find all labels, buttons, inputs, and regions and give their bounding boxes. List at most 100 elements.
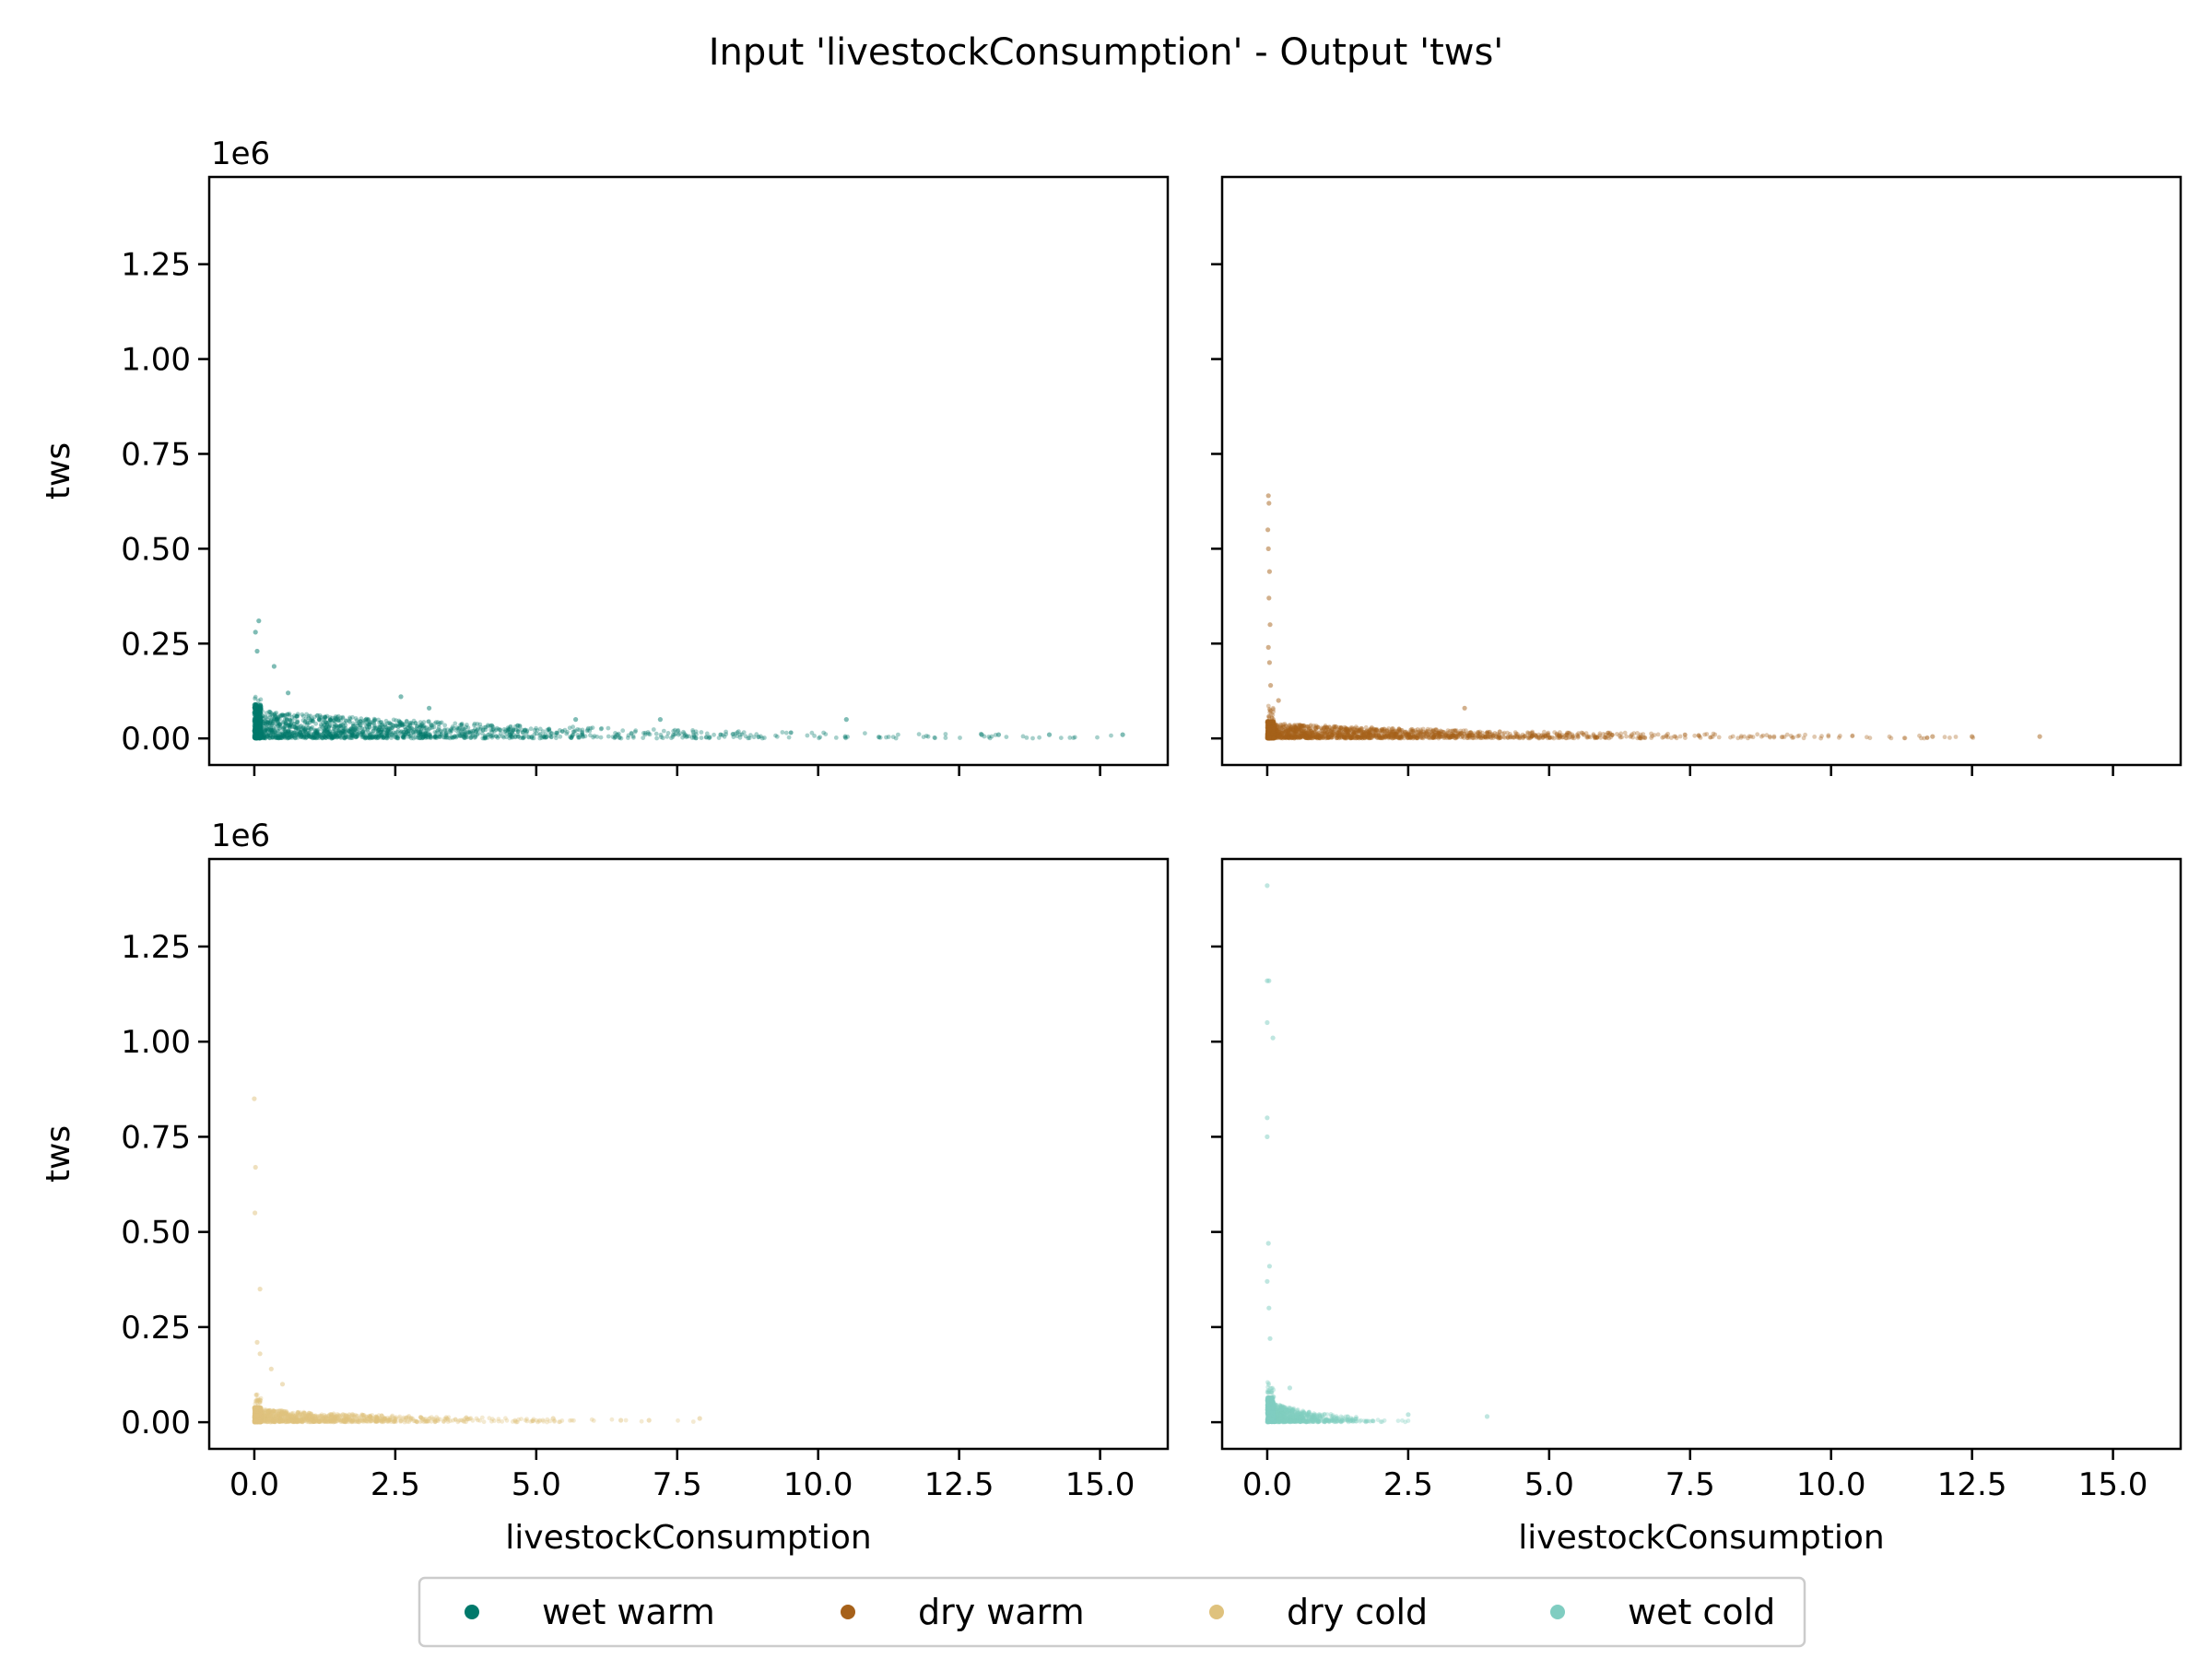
scatter-point <box>425 728 429 734</box>
scatter-point <box>1919 735 1924 741</box>
scatter-point <box>280 732 285 737</box>
scatter-point <box>943 735 948 740</box>
scatter-point <box>347 715 352 721</box>
scatter-point <box>780 730 785 735</box>
scatter-point <box>399 723 405 728</box>
scatter-point <box>466 730 472 735</box>
scatter-point <box>331 726 336 732</box>
scatter-point <box>264 711 269 715</box>
scatter-point <box>585 725 591 731</box>
scatter-point <box>506 726 511 732</box>
scatter-point <box>476 1418 480 1423</box>
scatter-point <box>439 732 444 737</box>
scatter-point <box>347 716 353 722</box>
scatter-point <box>673 731 678 736</box>
scatter-point <box>324 1416 329 1421</box>
scatter-point <box>276 1418 282 1424</box>
scatter-point <box>354 718 359 723</box>
scatter-point <box>340 733 346 738</box>
scatter-point <box>366 735 371 740</box>
scatter-point <box>401 730 406 735</box>
scatter-point <box>299 733 304 737</box>
scatter-point <box>483 724 488 730</box>
scatter-point <box>712 732 716 737</box>
scatter-point <box>1415 735 1420 740</box>
scatter-point <box>291 721 297 726</box>
scatter-point <box>278 1413 283 1418</box>
scatter-point <box>699 730 704 735</box>
scatter-point <box>276 714 281 720</box>
scatter-point <box>286 723 291 728</box>
scatter-point-outlier <box>254 648 260 654</box>
scatter-point <box>283 729 288 735</box>
scatter-point <box>1321 726 1326 731</box>
scatter-point <box>1850 733 1855 738</box>
scatter-point <box>294 733 300 737</box>
scatter-point <box>296 1410 300 1416</box>
scatter-point <box>1267 727 1273 733</box>
scatter-point <box>377 720 382 725</box>
scatter-point <box>435 728 440 734</box>
scatter-point <box>1271 707 1276 712</box>
scatter-point <box>1865 735 1869 740</box>
scatter-point <box>331 735 336 739</box>
scatter-point <box>368 1418 373 1424</box>
scatter-point <box>496 1418 501 1424</box>
scatter-point <box>1335 734 1341 739</box>
scatter-point <box>1560 735 1566 740</box>
scatter-point <box>557 1419 561 1425</box>
scatter-point <box>265 734 270 739</box>
scatter-point <box>264 719 269 724</box>
scatter-point <box>300 718 306 723</box>
scatter-point <box>306 713 312 719</box>
scatter-point <box>446 1415 452 1420</box>
scatter-point <box>687 734 691 739</box>
figure-title: Input 'livestockConsumption' - Output 't… <box>709 31 1504 74</box>
scatter-point <box>1397 735 1402 741</box>
scatter-point <box>1716 735 1722 740</box>
scatter-point <box>359 1414 364 1418</box>
scatter-point <box>422 1418 428 1422</box>
points-bottom-left <box>252 1096 702 1425</box>
scatter-point <box>1490 735 1496 740</box>
scatter-point <box>741 730 747 735</box>
scatter-point <box>305 733 311 737</box>
scatter-point <box>329 1418 335 1424</box>
scatter-point <box>547 727 552 733</box>
scatter-point <box>425 735 429 740</box>
scatter-point <box>457 725 463 731</box>
scatter-point <box>590 725 595 730</box>
scatter-point-outlier <box>1268 683 1274 688</box>
scatter-point <box>271 1417 276 1422</box>
scatter-point <box>1423 733 1428 738</box>
scatter-point <box>606 725 611 731</box>
scatter-point <box>515 729 521 734</box>
scatter-point <box>265 720 271 725</box>
scatter-point <box>335 717 341 722</box>
scatter-point <box>327 728 333 734</box>
scatter-point <box>324 721 330 725</box>
y-axis-label: tws <box>40 442 77 500</box>
scatter-point <box>267 709 273 714</box>
scatter-point <box>381 1418 386 1424</box>
scatter-point <box>334 723 339 728</box>
scatter-point <box>1746 735 1750 741</box>
scatter-point <box>270 721 275 726</box>
scatter-point <box>432 721 438 726</box>
scatter-point <box>472 735 477 740</box>
scatter-point <box>365 727 371 733</box>
scatter-point <box>465 1417 470 1422</box>
scatter-point <box>569 735 574 740</box>
scatter-point <box>1635 735 1640 741</box>
scatter-point <box>1819 734 1824 739</box>
scatter-point <box>1095 735 1100 740</box>
scatter-point <box>443 733 448 738</box>
scatter-point <box>320 732 325 737</box>
scatter-point <box>716 735 722 740</box>
scatter-point <box>693 735 699 741</box>
scatter-point <box>287 712 292 718</box>
scatter-point <box>327 723 333 728</box>
scatter-point <box>376 717 381 723</box>
scatter-point <box>515 723 520 728</box>
scatter-point <box>264 1407 269 1413</box>
